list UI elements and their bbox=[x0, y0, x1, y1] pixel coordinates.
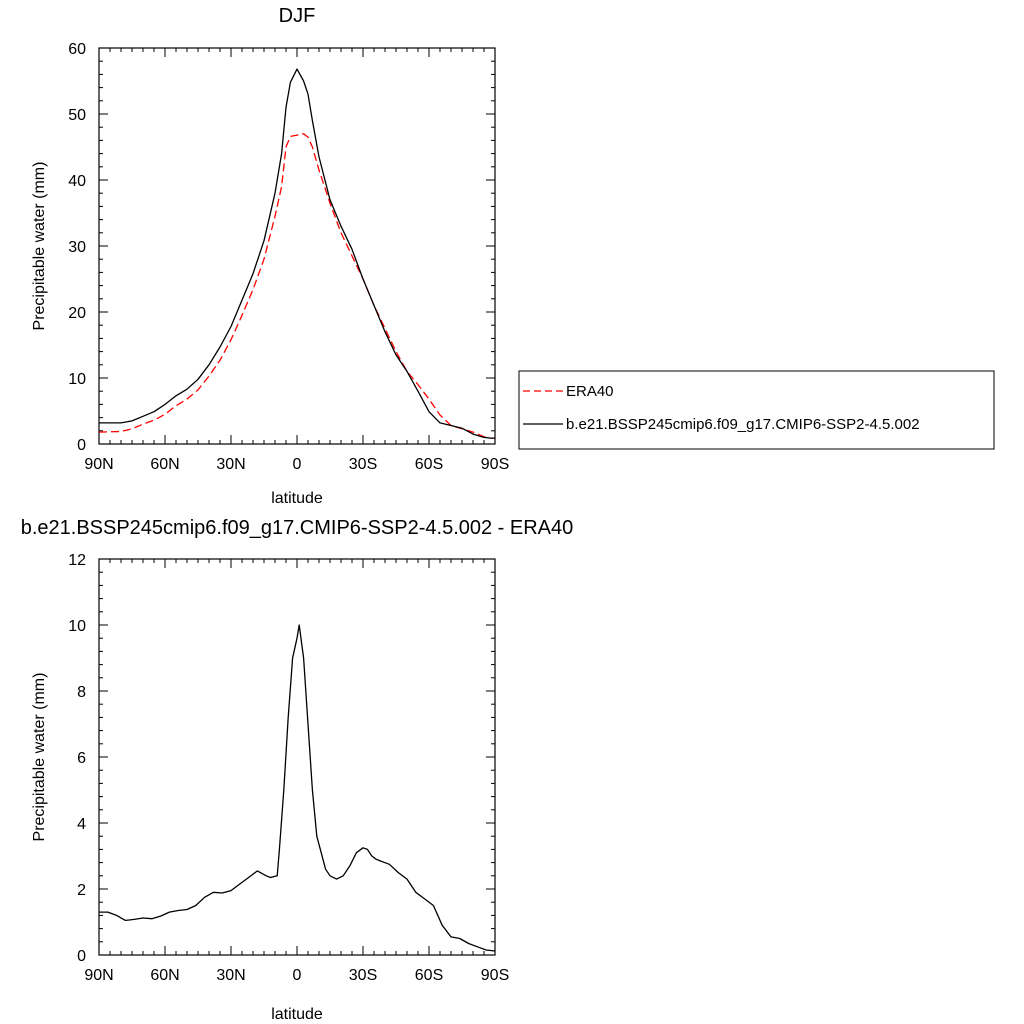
x-tick-label: 0 bbox=[293, 967, 302, 984]
x-tick-label: 90N bbox=[84, 967, 113, 984]
x-tick-label: 30S bbox=[349, 456, 377, 473]
x-tick-label: 60S bbox=[415, 967, 443, 984]
y-tick-label: 0 bbox=[77, 948, 86, 965]
x-tick-label: 30N bbox=[216, 456, 245, 473]
legend-box bbox=[518, 370, 995, 450]
y-tick-label: 40 bbox=[68, 173, 86, 190]
top-chart-title: DJF bbox=[279, 5, 316, 27]
top-plot-frame bbox=[98, 47, 496, 445]
bottom-x-axis-label: latitude bbox=[271, 1006, 323, 1023]
y-tick-label: 10 bbox=[68, 371, 86, 388]
y-tick-label: 30 bbox=[68, 239, 86, 256]
legend-label-era40: ERA40 bbox=[566, 383, 614, 400]
legend: ERA40 b.e21.BSSP245cmip6.f09_g17.CMIP6-S… bbox=[518, 370, 995, 450]
y-tick-label: 20 bbox=[68, 305, 86, 322]
bottom-y-axis-label: Precipitable water (mm) bbox=[31, 673, 48, 842]
x-tick-label: 90N bbox=[84, 456, 113, 473]
y-tick-label: 6 bbox=[77, 750, 86, 767]
bottom-plot-frame bbox=[98, 558, 496, 956]
series-line-0 bbox=[99, 624, 496, 952]
x-tick-label: 60S bbox=[415, 456, 443, 473]
x-tick-label: 30S bbox=[349, 967, 377, 984]
bottom-series-lines bbox=[99, 624, 496, 952]
y-tick-label: 8 bbox=[77, 684, 86, 701]
y-tick-label: 2 bbox=[77, 882, 86, 899]
x-tick-label: 90S bbox=[481, 967, 509, 984]
legend-label-model: b.e21.BSSP245cmip6.f09_g17.CMIP6-SSP2-4.… bbox=[566, 416, 920, 433]
series-line-0 bbox=[98, 133, 495, 439]
top-series-lines bbox=[98, 68, 495, 439]
bottom-ticks: 90N 60N 30N 0 30S 60S 90S 0 2 4 6 8 10 12 bbox=[68, 552, 509, 984]
y-tick-label: 4 bbox=[77, 816, 86, 833]
bottom-panel: b.e21.BSSP245cmip6.f09_g17.CMIP6-SSP2-4.… bbox=[21, 517, 574, 1023]
y-tick-label: 50 bbox=[68, 107, 86, 124]
y-tick-label: 0 bbox=[77, 437, 86, 454]
y-tick-label: 12 bbox=[68, 552, 86, 569]
series-line-1 bbox=[99, 68, 495, 439]
top-y-axis-label: Precipitable water (mm) bbox=[31, 162, 48, 331]
y-tick-label: 60 bbox=[68, 41, 86, 58]
x-tick-label: 90S bbox=[481, 456, 509, 473]
top-panel: DJF 90N 60N 30N 0 30S 60S 90S 0 10 20 30 40 50 60 lat… bbox=[31, 5, 509, 507]
x-tick-label: 60N bbox=[150, 967, 179, 984]
x-tick-label: 60N bbox=[150, 456, 179, 473]
top-ticks: 90N 60N 30N 0 30S 60S 90S 0 10 20 30 40 50 60 bbox=[68, 41, 509, 473]
top-x-axis-label: latitude bbox=[271, 490, 323, 507]
x-tick-label: 30N bbox=[216, 967, 245, 984]
bottom-chart-title: b.e21.BSSP245cmip6.f09_g17.CMIP6-SSP2-4.… bbox=[21, 517, 574, 539]
y-tick-label: 10 bbox=[68, 618, 86, 635]
x-tick-label: 0 bbox=[293, 456, 302, 473]
